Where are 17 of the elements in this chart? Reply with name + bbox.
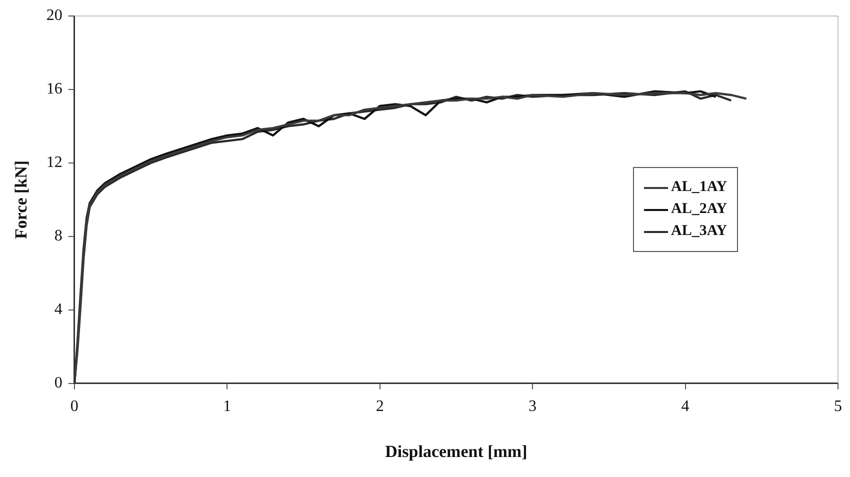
y-tick-label: 4 xyxy=(54,301,62,318)
y-axis-title: Force [kN] xyxy=(12,160,31,239)
legend-label: AL_2AY xyxy=(671,201,728,218)
legend-label: AL_1AY xyxy=(671,179,728,196)
y-tick-label: 16 xyxy=(46,80,62,98)
x-tick-label: 0 xyxy=(70,398,78,416)
x-tick-label: 3 xyxy=(528,398,537,416)
y-tick-label: 8 xyxy=(54,228,62,245)
x-tick-label: 4 xyxy=(681,398,690,416)
x-tick-label: 2 xyxy=(376,398,384,416)
x-tick-label: 1 xyxy=(223,398,232,416)
y-tick-label: 20 xyxy=(46,7,62,24)
legend-label: AL_3AY xyxy=(671,223,728,240)
x-tick-label: 5 xyxy=(834,398,842,416)
y-tick-label: 12 xyxy=(46,154,62,172)
x-axis-title: Displacement [mm] xyxy=(385,442,528,462)
y-tick-label: 0 xyxy=(54,374,62,392)
